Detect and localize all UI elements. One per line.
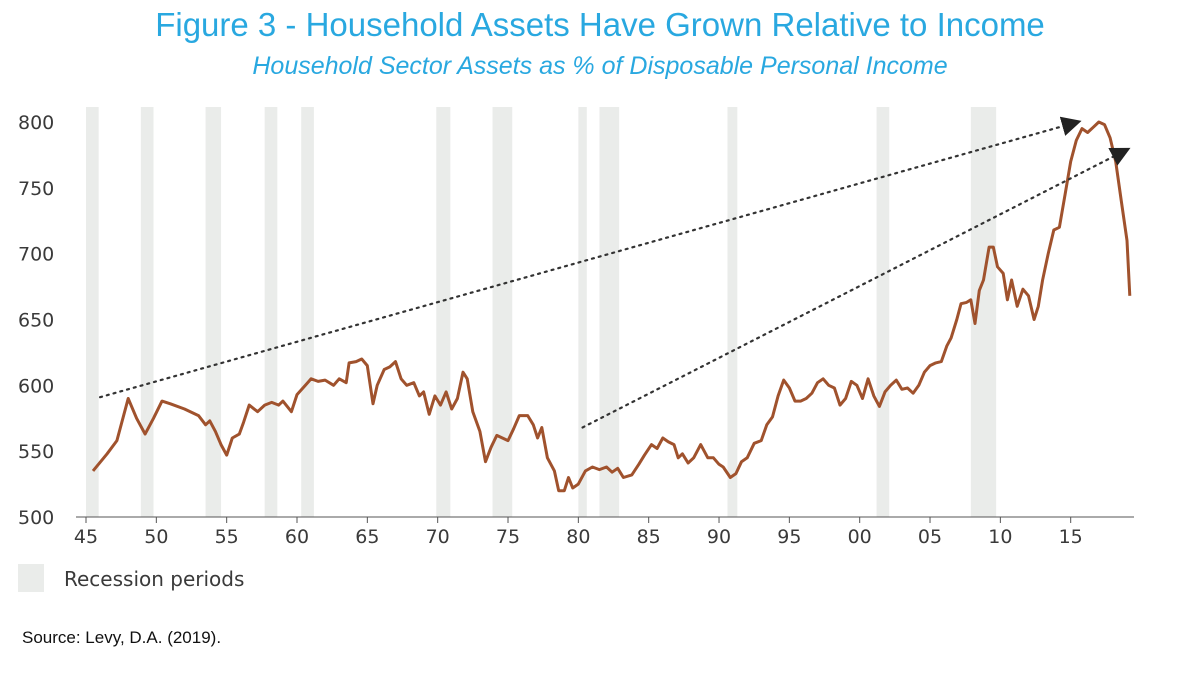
x-tick-label: 55	[215, 526, 239, 548]
source-note: Source: Levy, D.A. (2019).	[22, 628, 222, 647]
y-tick-label: 600	[18, 375, 54, 397]
trend-arrow-1	[98, 116, 1082, 399]
x-tick-label: 80	[566, 526, 590, 548]
chart-subtitle: Household Sector Assets as % of Disposab…	[252, 52, 948, 80]
y-tick-label: 650	[18, 310, 54, 332]
recession-band-7	[492, 107, 513, 517]
y-tick-label: 550	[18, 441, 54, 463]
chart-title: Figure 3 - Household Assets Have Grown R…	[155, 6, 1045, 43]
trend-arrow-2	[581, 147, 1131, 429]
recession-band-5	[301, 107, 314, 517]
recession-band-1	[86, 107, 99, 517]
y-tick-label: 700	[18, 244, 54, 266]
recession-band-10	[727, 107, 738, 517]
recession-band-4	[264, 107, 278, 517]
x-tick-label: 65	[355, 526, 379, 548]
recession-band-2	[140, 107, 154, 517]
recession-band-12	[970, 107, 997, 517]
recession-band-8	[578, 107, 587, 517]
x-tick-label: 00	[848, 526, 872, 548]
recession-band-11	[876, 107, 890, 517]
y-tick-label: 750	[18, 178, 54, 200]
recession-bands	[86, 107, 997, 517]
x-tick-label: 45	[74, 526, 98, 548]
x-tick-label: 50	[144, 526, 168, 548]
x-tick-label: 05	[918, 526, 942, 548]
x-tick-label: 60	[285, 526, 309, 548]
legend: Recession periods	[18, 564, 244, 592]
trend-lines	[98, 116, 1131, 429]
x-tick-label: 90	[707, 526, 731, 548]
x-tick-label: 10	[988, 526, 1012, 548]
y-tick-label: 500	[18, 507, 54, 529]
recession-band-9	[599, 107, 620, 517]
x-tick-label: 70	[426, 526, 450, 548]
legend-label-recession: Recession periods	[64, 567, 244, 591]
recession-band-3	[205, 107, 222, 517]
axes: 45 50 55 60 65 70 75 80 85 90 95 00 05 10 15 500 550 600 6…	[18, 112, 1134, 548]
x-tick-label: 85	[637, 526, 661, 548]
series-area	[91, 120, 1132, 493]
legend-swatch-recession	[18, 564, 44, 592]
x-tick-label: 15	[1059, 526, 1083, 548]
y-tick-label: 800	[18, 112, 54, 134]
x-tick-label: 95	[777, 526, 801, 548]
recession-band-6	[436, 107, 451, 517]
series-line-1	[91, 120, 1132, 493]
x-tick-label: 75	[496, 526, 520, 548]
